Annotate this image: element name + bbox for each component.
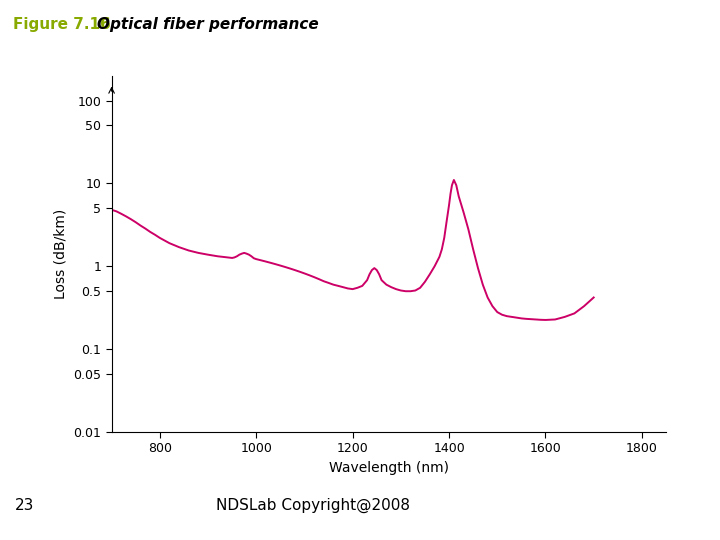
Y-axis label: Loss (dB/km): Loss (dB/km) [53, 208, 68, 299]
Text: Figure 7.16: Figure 7.16 [13, 17, 111, 32]
Text: Optical fiber performance: Optical fiber performance [97, 17, 319, 32]
Text: NDSLab Copyright@2008: NDSLab Copyright@2008 [216, 498, 410, 514]
X-axis label: Wavelength (nm): Wavelength (nm) [329, 461, 449, 475]
Text: 23: 23 [14, 498, 34, 514]
